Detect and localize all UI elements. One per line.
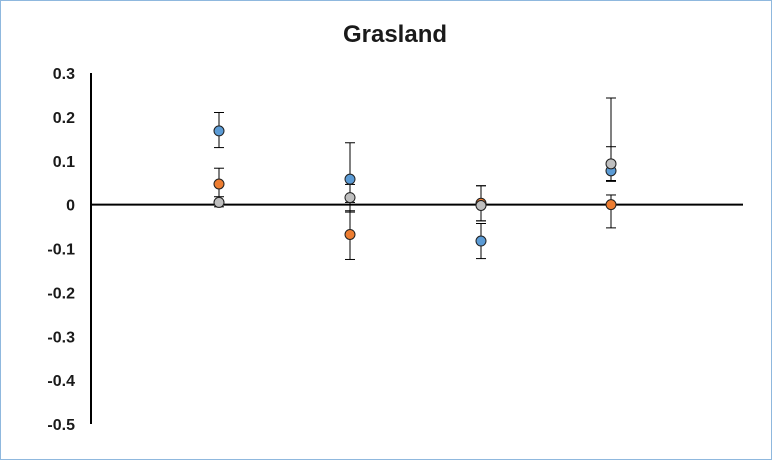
y-tick-label: -0.1 [47,242,75,259]
y-tick-label: 0.2 [53,110,75,127]
y-tick-label: -0.4 [47,373,75,390]
data-point [475,235,487,247]
chart-title: Grasland [343,21,447,48]
data-point [213,178,225,190]
error-bars [214,97,616,260]
data-point [213,125,225,137]
data-point [344,192,356,204]
data-point [605,199,617,211]
y-tick-label: -0.2 [47,285,75,302]
y-tick-label: -0.3 [47,329,75,346]
data-point [344,173,356,185]
data-point [605,158,617,170]
y-tick-labels: 0.3 0.2 0.1 0 -0.1 -0.2 -0.3 -0.4 -0.5 [47,66,75,434]
y-tick-label: 0.1 [53,154,75,171]
data-points [213,125,617,247]
data-point [475,200,487,212]
y-tick-label: 0 [66,198,75,215]
y-tick-label: -0.5 [47,417,75,434]
data-point [344,228,356,240]
y-tick-label: 0.3 [53,66,75,83]
data-point [213,196,225,208]
